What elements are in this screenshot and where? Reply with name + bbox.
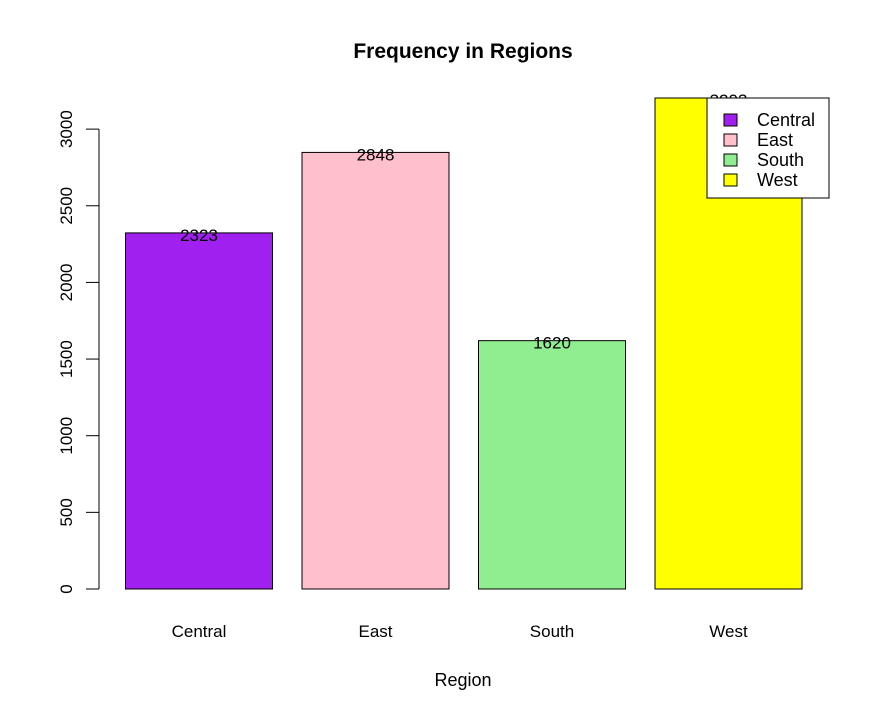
legend-swatch-east xyxy=(723,133,738,147)
bar-east xyxy=(301,151,450,590)
legend-label: West xyxy=(757,170,798,190)
legend-swatch-south xyxy=(723,153,738,167)
x-axis-label: Region xyxy=(434,670,491,690)
data-label: 2323 xyxy=(180,226,218,245)
bar-central xyxy=(125,232,273,590)
legend-swatch-central xyxy=(723,113,738,127)
data-label: 1620 xyxy=(533,334,571,353)
data-label: 2848 xyxy=(357,145,395,164)
y-tick-label: 3000 xyxy=(57,110,76,148)
x-tick-label: South xyxy=(530,622,574,641)
legend-label: South xyxy=(757,150,804,170)
y-tick-label: 1500 xyxy=(57,340,76,378)
legend-swatch-west xyxy=(723,173,738,187)
x-tick-label: East xyxy=(358,622,392,641)
y-tick-label: 0 xyxy=(57,584,76,593)
x-tick-label: West xyxy=(709,622,748,641)
legend-label: Central xyxy=(757,110,815,130)
legend-label: East xyxy=(757,130,793,150)
y-tick-label: 2500 xyxy=(57,187,76,225)
y-tick-label: 1000 xyxy=(57,417,76,455)
bar-south xyxy=(478,340,626,590)
y-tick-label: 500 xyxy=(57,498,76,526)
y-tick-label: 2000 xyxy=(57,263,76,301)
x-tick-labels-group: Central East South West xyxy=(172,622,748,641)
y-axis: 0 500 1000 1500 2000 2500 3000 xyxy=(57,110,100,594)
chart-title: Frequency in Regions xyxy=(353,40,572,63)
x-tick-label: Central xyxy=(172,622,227,641)
